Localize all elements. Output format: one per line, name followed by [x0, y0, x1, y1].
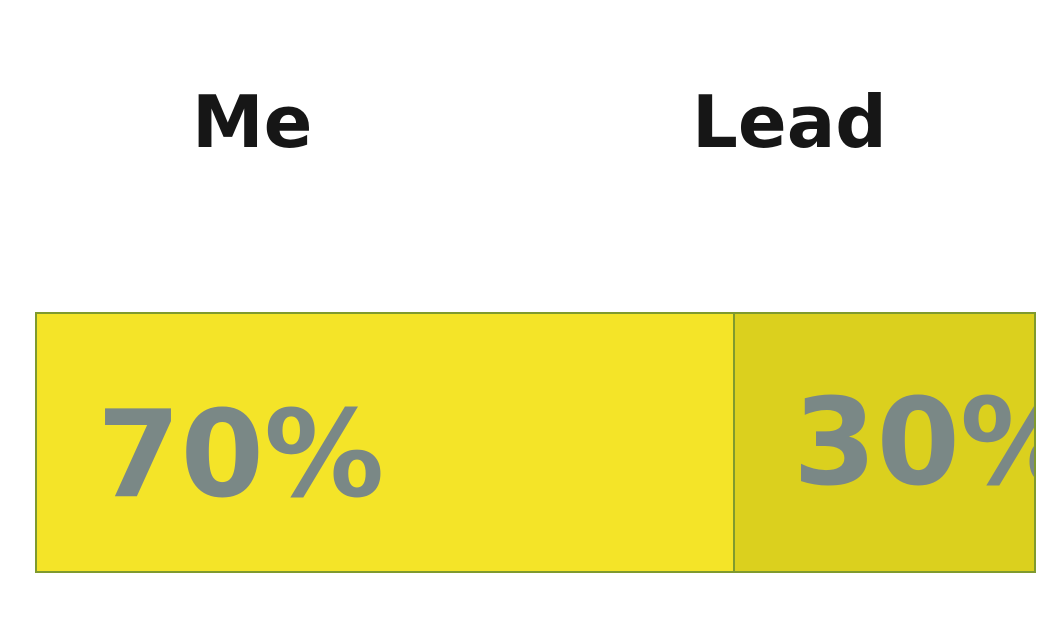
value-label-lead: 30%	[793, 374, 1034, 513]
category-label-me: Me	[192, 80, 313, 164]
stacked-bar: 70% 30%	[35, 312, 1036, 573]
category-label-lead: Lead	[692, 80, 887, 164]
bar-segment-me: 70%	[37, 314, 735, 571]
bar-segment-lead: 30%	[735, 314, 1034, 571]
value-label-me: 70%	[97, 386, 385, 525]
